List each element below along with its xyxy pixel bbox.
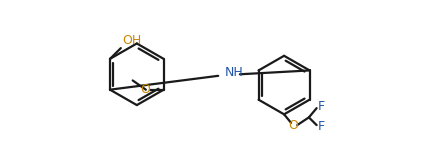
Text: NH: NH [224,66,243,79]
Text: F: F [318,120,325,133]
Text: F: F [318,100,325,113]
Text: OH: OH [122,34,142,47]
Text: O: O [289,119,298,132]
Text: O: O [140,83,150,96]
